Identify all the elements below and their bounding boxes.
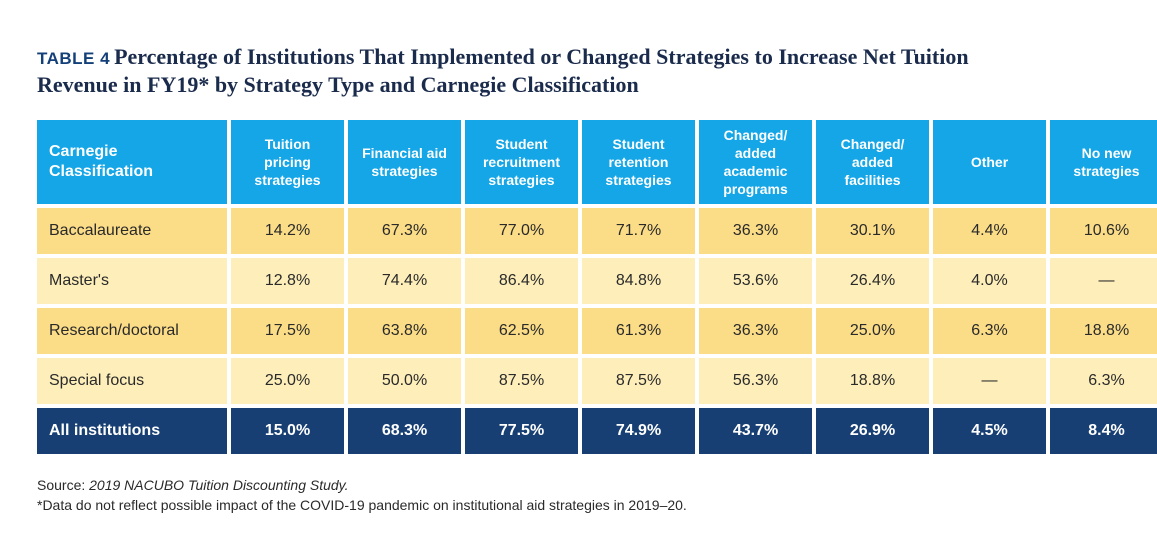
column-header: Tuition pricing strategies: [231, 120, 344, 204]
table-notes: Source: 2019 NACUBO Tuition Discounting …: [37, 475, 687, 515]
table-cell: 6.3%: [1050, 358, 1157, 404]
table-cell: 25.0%: [231, 358, 344, 404]
header-line: Carnegie: [49, 143, 118, 160]
table-cell: 25.0%: [816, 308, 929, 354]
table-cell: 18.8%: [1050, 308, 1157, 354]
table-cell: 18.8%: [816, 358, 929, 404]
column-header: Other: [933, 120, 1046, 204]
header-line: Student: [495, 136, 548, 152]
table-cell: 87.5%: [582, 358, 695, 404]
source-title: 2019 NACUBO Tuition Discounting Study.: [89, 477, 349, 493]
column-header: No new strategies: [1050, 120, 1157, 204]
title-line-1: TABLE 4 Percentage of Institutions That I…: [37, 44, 1137, 72]
total-cell: 4.5%: [933, 408, 1046, 454]
header-line: programs: [723, 181, 788, 197]
header-line: retention: [608, 154, 669, 170]
header-line: recruitment: [482, 154, 561, 170]
table-cell: 63.8%: [348, 308, 461, 354]
header-line: Tuition: [264, 136, 311, 152]
table-cell: —: [933, 358, 1046, 404]
data-table: Carnegie Classification Tuition pricing stra…: [37, 120, 1157, 454]
table-cell: 62.5%: [465, 308, 578, 354]
table-cell: 30.1%: [816, 208, 929, 254]
table-cell: 6.3%: [933, 308, 1046, 354]
table-cell: 84.8%: [582, 258, 695, 304]
total-cell: 43.7%: [699, 408, 812, 454]
row-label: Research/doctoral: [37, 308, 227, 354]
table-cell: —: [1050, 258, 1157, 304]
table-cell: 61.3%: [582, 308, 695, 354]
header-line: Other: [970, 154, 1009, 170]
header-line: added: [851, 154, 894, 170]
table-cell: 17.5%: [231, 308, 344, 354]
header-line: strategies: [1073, 163, 1140, 179]
total-cell: 68.3%: [348, 408, 461, 454]
row-label: Baccalaureate: [37, 208, 227, 254]
header-line: Student: [612, 136, 665, 152]
total-cell: 26.9%: [816, 408, 929, 454]
table-cell: 26.4%: [816, 258, 929, 304]
header-line: strategies: [371, 163, 438, 179]
table-cell: 71.7%: [582, 208, 695, 254]
total-cell: 77.5%: [465, 408, 578, 454]
title-line-2: Revenue in FY19* by Strategy Type and Ca…: [37, 72, 639, 97]
table-cell: 53.6%: [699, 258, 812, 304]
source-prefix: Source:: [37, 477, 90, 493]
table-cell: 14.2%: [231, 208, 344, 254]
table-cell: 50.0%: [348, 358, 461, 404]
column-header: Changed/added facilities: [816, 120, 929, 204]
column-header: Carnegie Classification: [37, 120, 227, 204]
header-line: academic: [723, 163, 788, 179]
header-line: Changed/: [840, 136, 905, 152]
title-text-1: Percentage of Institutions That Implemen…: [114, 44, 969, 69]
source-note: Source: 2019 NACUBO Tuition Discounting …: [37, 475, 687, 495]
header-line: strategies: [605, 172, 672, 188]
table-title: TABLE 4 Percentage of Institutions That I…: [37, 44, 1137, 98]
total-cell: 15.0%: [231, 408, 344, 454]
table-cell: 56.3%: [699, 358, 812, 404]
table-cell: 74.4%: [348, 258, 461, 304]
table-cell: 36.3%: [699, 208, 812, 254]
table-cell: 4.0%: [933, 258, 1046, 304]
header-line: strategies: [254, 172, 321, 188]
header-line: facilities: [844, 172, 901, 188]
column-header: Changed/added academic programs: [699, 120, 812, 204]
table-cell: 77.0%: [465, 208, 578, 254]
header-line: pricing: [264, 154, 311, 170]
table-cell: 87.5%: [465, 358, 578, 404]
table-cell: 86.4%: [465, 258, 578, 304]
column-header: Student recruitment strategies: [465, 120, 578, 204]
row-label: Master's: [37, 258, 227, 304]
total-row-label: All institutions: [37, 408, 227, 454]
total-cell: 74.9%: [582, 408, 695, 454]
table-cell: 36.3%: [699, 308, 812, 354]
table-number-label: TABLE 4: [37, 49, 111, 68]
header-line: Classification: [49, 163, 154, 180]
header-line: added: [734, 145, 777, 161]
row-label: Special focus: [37, 358, 227, 404]
column-header: Financial aid strategies: [348, 120, 461, 204]
table-cell: 67.3%: [348, 208, 461, 254]
header-line: strategies: [488, 172, 555, 188]
total-cell: 8.4%: [1050, 408, 1157, 454]
table-cell: 12.8%: [231, 258, 344, 304]
header-line: Changed/: [723, 127, 788, 143]
header-line: No new: [1081, 145, 1132, 161]
footnote: *Data do not reflect possible impact of …: [37, 497, 687, 513]
header-line: Financial aid: [362, 145, 447, 161]
table-cell: 10.6%: [1050, 208, 1157, 254]
table-cell: 4.4%: [933, 208, 1046, 254]
column-header: Student retention strategies: [582, 120, 695, 204]
